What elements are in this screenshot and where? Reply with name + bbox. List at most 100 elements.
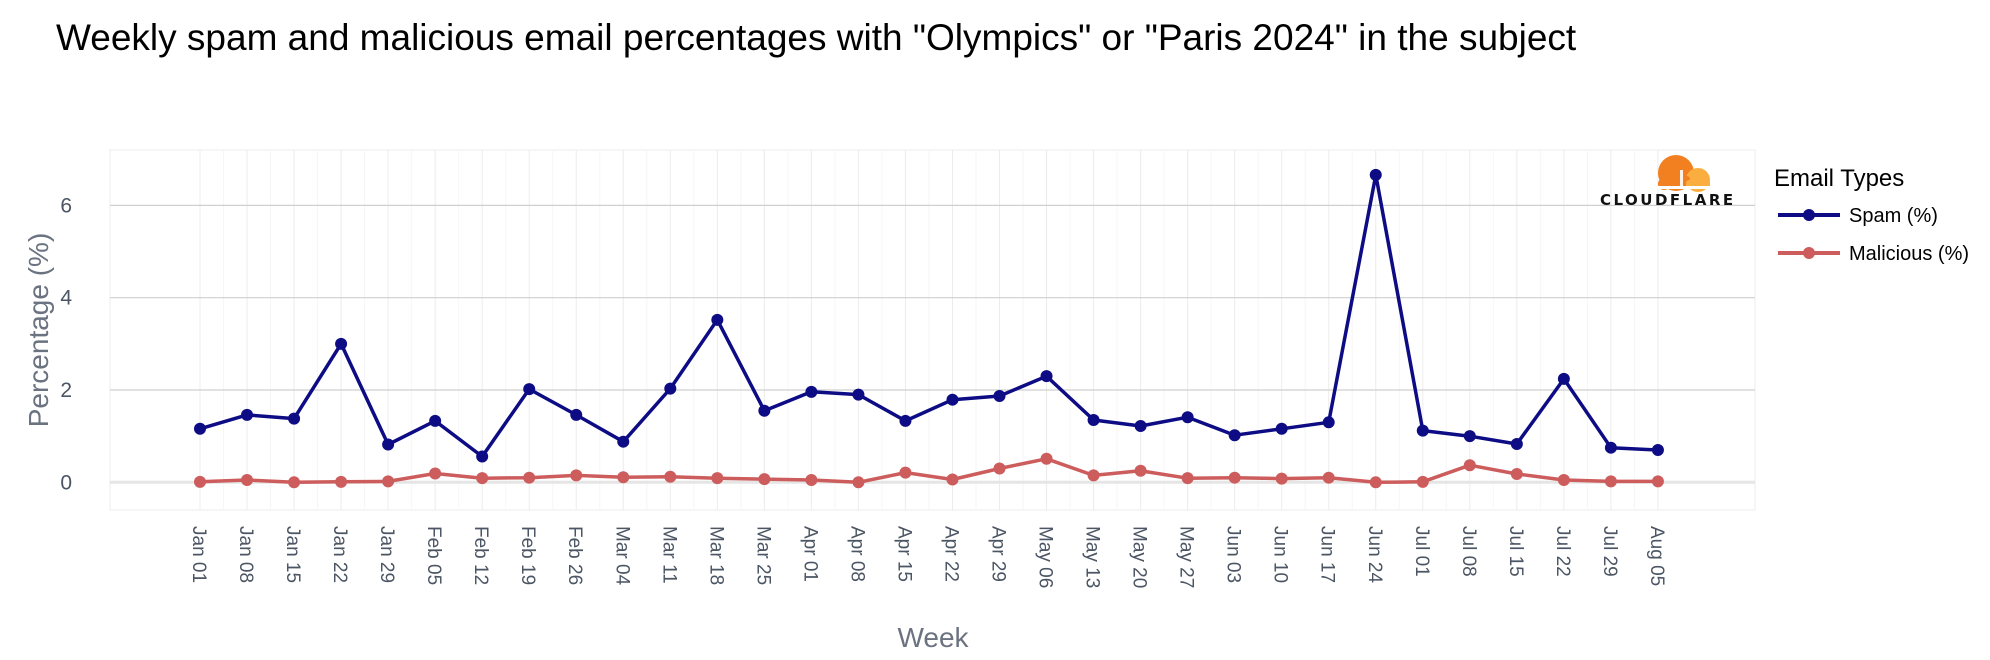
data-point-malicious [570, 469, 583, 482]
x-tick-label: Apr 08 [846, 526, 867, 582]
x-tick-label: Jan 22 [329, 526, 350, 583]
series [194, 168, 1664, 489]
data-point-malicious [1228, 471, 1241, 484]
data-point-malicious [335, 475, 348, 488]
plot-panel [109, 149, 1756, 511]
data-point-malicious [664, 470, 677, 483]
data-point-malicious [617, 471, 630, 484]
legend-item-spam: Spam (%) [1778, 205, 1938, 227]
y-axis-title: Percentage (%) [23, 233, 54, 428]
x-tick-label: Jul 01 [1411, 526, 1432, 577]
data-point-spam [758, 404, 771, 417]
x-tick-label: Apr 15 [893, 526, 914, 582]
x-tick-label: Mar 25 [752, 526, 773, 585]
x-tick-label: Jul 08 [1458, 526, 1479, 577]
data-point-malicious [1416, 475, 1429, 488]
y-axis-ticks: 0 2 4 6 [60, 194, 72, 494]
data-point-malicious [1463, 459, 1476, 472]
data-point-spam [241, 408, 254, 421]
data-point-spam [1087, 414, 1100, 426]
data-point-spam [335, 337, 348, 350]
data-point-malicious [1181, 472, 1194, 485]
data-point-spam [617, 435, 630, 448]
legend-title: Email Types [1774, 165, 1904, 192]
data-point-malicious [1510, 468, 1523, 480]
data-point-malicious [1322, 471, 1335, 484]
y-tick-label: 0 [60, 471, 72, 494]
data-point-spam [1463, 430, 1476, 443]
data-point-spam [382, 438, 395, 451]
x-tick-label: Jun 24 [1364, 526, 1385, 583]
legend-label-spam: Spam (%) [1849, 205, 1938, 227]
x-tick-label: Apr 22 [940, 526, 961, 582]
chart-title: Weekly spam and malicious email percenta… [56, 17, 1577, 58]
data-point-malicious [852, 476, 865, 489]
data-point-malicious [711, 472, 724, 485]
series-line-spam [199, 173, 1658, 459]
data-point-spam [1510, 438, 1523, 450]
data-point-spam [1604, 441, 1617, 454]
x-tick-label: Feb 05 [423, 526, 444, 585]
data-point-spam [711, 313, 724, 326]
x-tick-label: Jan 29 [376, 526, 397, 583]
x-tick-label: May 27 [1176, 526, 1197, 588]
data-point-malicious [805, 474, 818, 486]
legend-label-malicious: Malicious (%) [1849, 243, 1969, 265]
data-point-malicious [523, 471, 536, 484]
data-point-malicious [993, 462, 1006, 475]
plot-area: 0 2 4 6 Jan 01 Jan 08 Jan 15 Jan 22 Jan 29 Feb 0… [60, 149, 1756, 588]
data-point-malicious [1040, 452, 1053, 465]
x-tick-label: Mar 18 [705, 526, 726, 585]
data-point-malicious [382, 475, 395, 488]
data-point-malicious [1369, 476, 1382, 489]
data-point-malicious [241, 474, 254, 486]
data-point-spam [1416, 424, 1429, 437]
data-point-malicious [429, 467, 442, 480]
data-point-malicious [946, 473, 959, 486]
data-point-spam [993, 390, 1006, 402]
x-axis-ticks: Jan 01 Jan 08 Jan 15 Jan 22 Jan 29 Feb 05 Feb … [188, 526, 1667, 588]
x-tick-label: Mar 04 [611, 526, 632, 586]
data-point-spam [1228, 429, 1241, 442]
data-point-spam [946, 393, 959, 406]
data-point-spam [523, 383, 536, 396]
data-point-spam [899, 414, 912, 427]
data-point-malicious [194, 475, 206, 488]
legend: Email Types Spam (%) Malicious (%) [1774, 165, 1969, 265]
x-tick-label: Jun 03 [1223, 526, 1244, 583]
data-point-malicious [899, 466, 912, 479]
data-point-spam [1651, 444, 1664, 456]
data-point-malicious [1651, 475, 1664, 488]
data-point-spam [1369, 168, 1382, 181]
data-point-spam [1275, 422, 1288, 435]
y-tick-label: 2 [60, 379, 72, 402]
x-tick-label: Jul 29 [1599, 526, 1620, 577]
data-point-malicious [1275, 472, 1288, 485]
x-tick-label: Jan 01 [188, 526, 209, 583]
x-tick-label: May 20 [1129, 526, 1150, 588]
data-point-spam [1557, 372, 1570, 385]
data-point-spam [1134, 420, 1147, 432]
data-point-spam [1322, 416, 1335, 429]
data-point-malicious [288, 476, 301, 489]
data-point-spam [664, 382, 677, 395]
data-point-spam [288, 412, 301, 425]
logo-text: CLOUDFLARE [1600, 191, 1736, 209]
y-tick-label: 4 [60, 287, 72, 310]
series-line-malicious [199, 457, 1658, 485]
data-point-malicious [1557, 474, 1570, 486]
y-tick-label: 6 [60, 194, 72, 217]
x-tick-label: Jan 08 [235, 526, 256, 583]
x-tick-label: Jun 10 [1270, 526, 1291, 583]
x-tick-label: May 06 [1035, 526, 1056, 588]
data-point-malicious [1087, 469, 1100, 482]
data-point-spam [1040, 370, 1053, 383]
x-axis-title: Week [897, 622, 969, 653]
x-tick-label: Jan 15 [282, 526, 303, 583]
data-point-spam [476, 450, 489, 463]
data-point-spam [429, 414, 442, 427]
data-point-spam [570, 408, 583, 421]
x-tick-label: Feb 19 [517, 526, 538, 585]
x-tick-label: Jul 22 [1552, 526, 1573, 577]
